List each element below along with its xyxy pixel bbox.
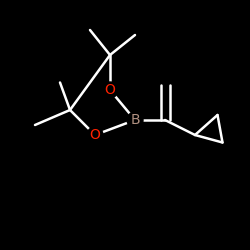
Text: O: O [90,128,101,142]
Text: O: O [104,83,116,97]
Circle shape [127,112,143,128]
Text: B: B [130,113,140,127]
Circle shape [102,82,118,98]
Circle shape [87,127,103,143]
